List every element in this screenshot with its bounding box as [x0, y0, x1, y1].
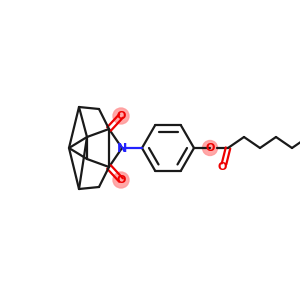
Circle shape: [202, 140, 217, 155]
Text: O: O: [116, 175, 126, 185]
Circle shape: [113, 172, 129, 188]
Circle shape: [113, 108, 129, 124]
Text: N: N: [117, 142, 127, 154]
Text: O: O: [217, 162, 227, 172]
Text: O: O: [116, 111, 126, 121]
Text: O: O: [205, 143, 215, 153]
